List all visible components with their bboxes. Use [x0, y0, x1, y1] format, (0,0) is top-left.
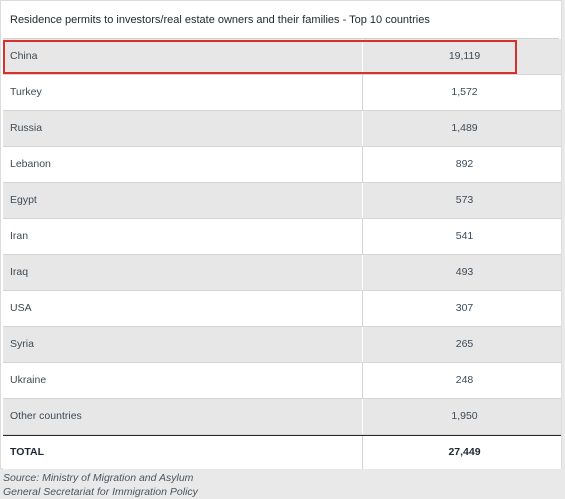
table-row: USA 307 [3, 291, 561, 327]
column-divider [362, 219, 363, 254]
column-divider [362, 436, 363, 469]
table-row: Ukraine 248 [3, 363, 561, 399]
country-cell: USA [10, 302, 32, 314]
value-cell: 265 [455, 338, 474, 350]
table-row: Other countries 1,950 [3, 399, 561, 435]
permits-table-panel: Residence permits to investors/real esta… [0, 0, 562, 469]
table-row: Russia 1,489 [3, 111, 561, 147]
table-row: Turkey 1,572 [3, 75, 561, 111]
country-cell: Other countries [10, 410, 82, 422]
column-divider [362, 39, 363, 74]
country-cell: Ukraine [10, 374, 47, 386]
source-note: Source: Ministry of Migration and Asylum… [3, 471, 198, 499]
column-divider [362, 399, 363, 434]
source-line: General Secretariat for Immigration Poli… [3, 486, 198, 498]
total-label: TOTAL [10, 446, 45, 458]
source-line: Source: Ministry of Migration and Asylum [3, 472, 194, 484]
value-cell: 19,119 [448, 50, 481, 62]
value-cell: 493 [455, 266, 474, 278]
table-body: China 19,119 Turkey 1,572 Russia 1,489 L… [3, 39, 561, 435]
value-cell: 1,572 [451, 86, 478, 98]
value-cell: 248 [455, 374, 474, 386]
column-divider [362, 327, 363, 362]
country-cell: China [10, 50, 38, 62]
column-divider [362, 75, 363, 110]
column-divider [362, 183, 363, 218]
column-divider [362, 255, 363, 290]
country-cell: Russia [10, 122, 43, 134]
table-row: Syria 265 [3, 327, 561, 363]
country-cell: Egypt [10, 194, 37, 206]
table-title: Residence permits to investors/real esta… [10, 14, 430, 26]
total-row: TOTAL 27,449 [3, 435, 561, 469]
table-row: Lebanon 892 [3, 147, 561, 183]
column-divider [362, 147, 363, 182]
country-cell: Syria [10, 338, 34, 350]
country-cell: Lebanon [10, 158, 51, 170]
value-cell: 1,489 [451, 122, 478, 134]
country-cell: Iraq [10, 266, 29, 278]
value-cell: 307 [455, 302, 474, 314]
title-divider [3, 38, 559, 39]
value-cell: 1,950 [451, 410, 478, 422]
table-row: China 19,119 [3, 39, 561, 75]
country-cell: Iran [10, 230, 29, 242]
country-cell: Turkey [10, 86, 42, 98]
column-divider [362, 111, 363, 146]
table-row: Iraq 493 [3, 255, 561, 291]
column-divider [362, 363, 363, 398]
column-divider [362, 291, 363, 326]
table-row: Iran 541 [3, 219, 561, 255]
table-row: Egypt 573 [3, 183, 561, 219]
value-cell: 541 [455, 230, 474, 242]
value-cell: 573 [455, 194, 474, 206]
value-cell: 892 [455, 158, 474, 170]
total-value: 27,449 [448, 446, 481, 458]
